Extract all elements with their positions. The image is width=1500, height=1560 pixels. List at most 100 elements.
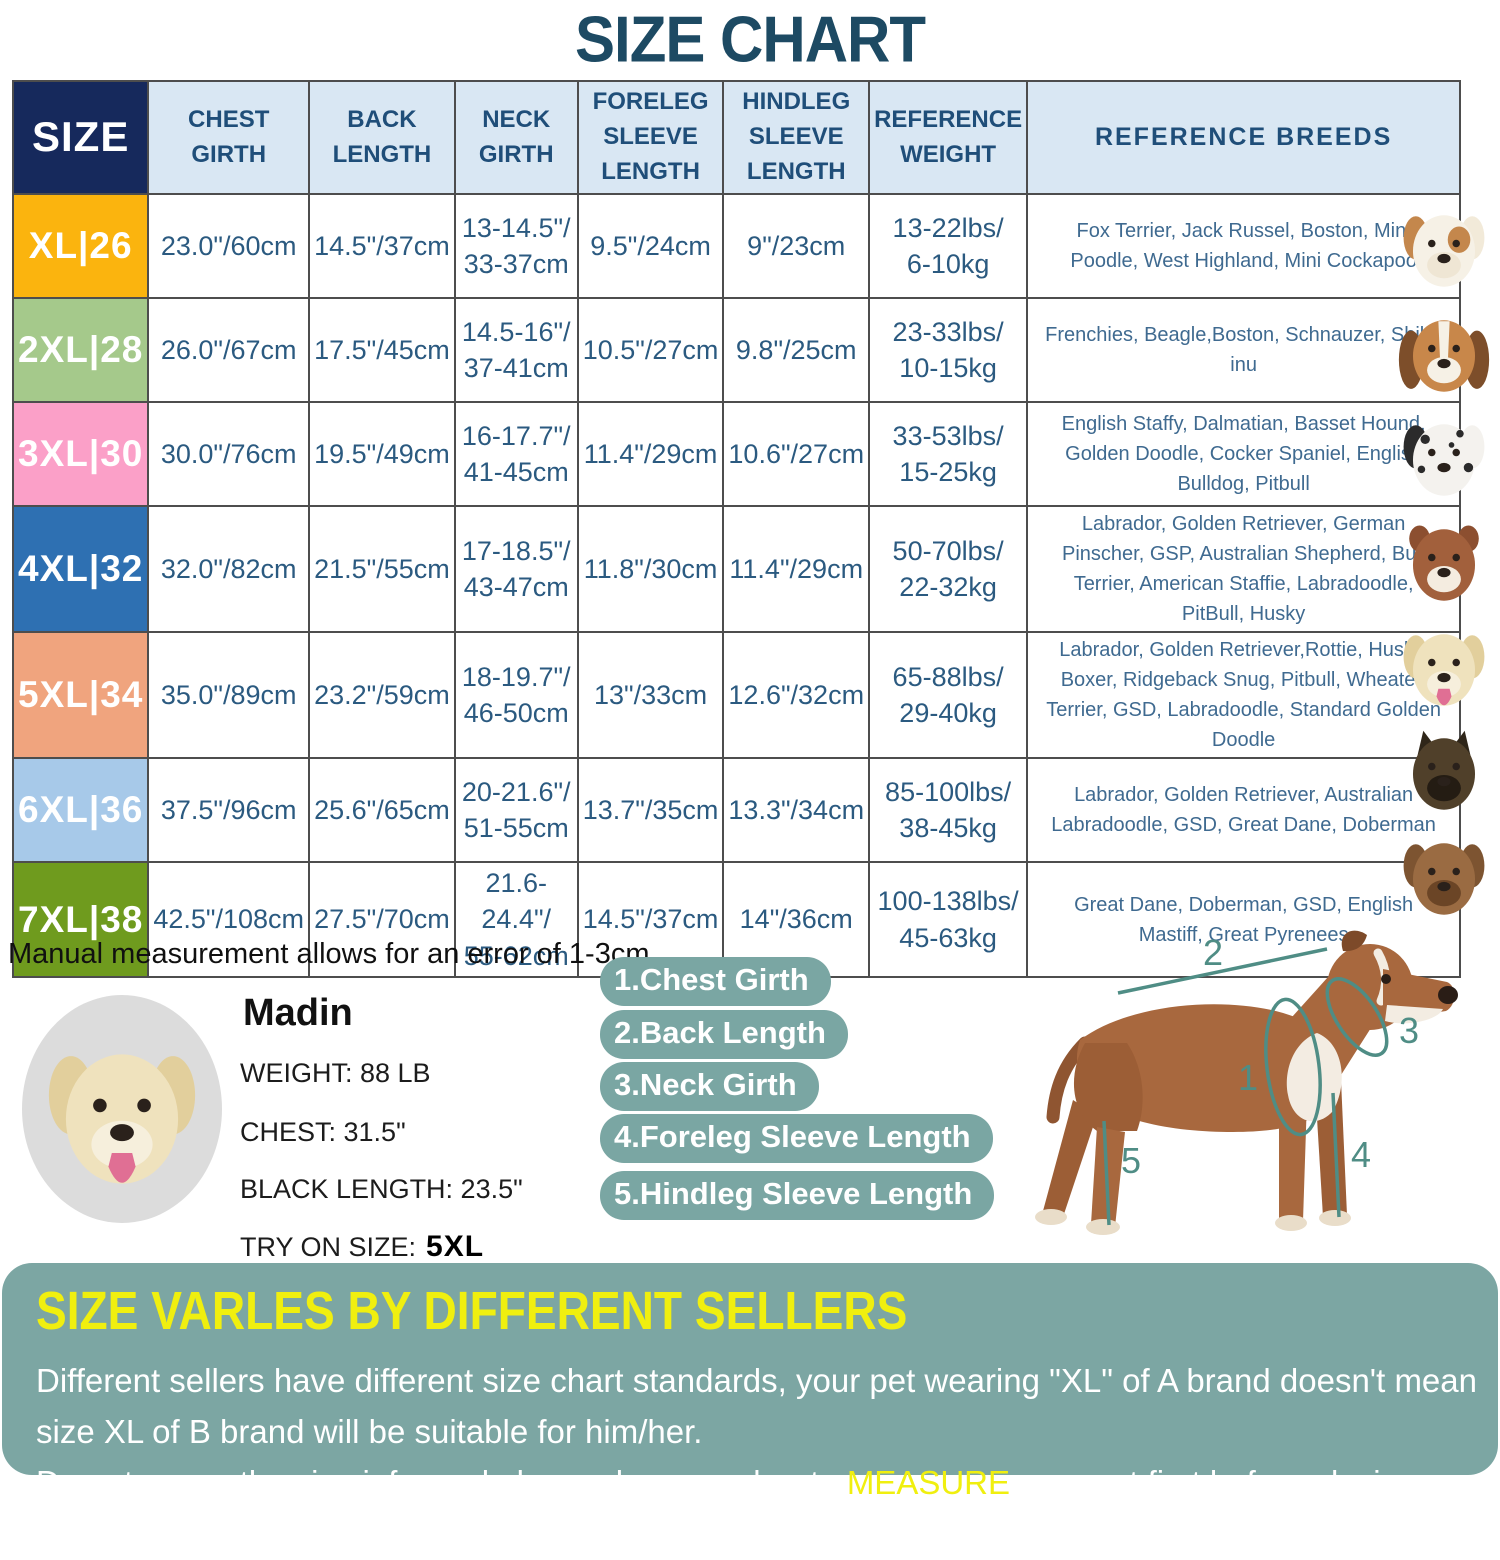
back-length-value: 17.5"/45cm (308, 297, 456, 403)
table-row: XL|26 23.0"/60cm 14.5"/37cm 13-14.5"/ 33… (11, 193, 1462, 299)
header-size: SIZE (11, 80, 150, 195)
reference-weight-value: 23-33lbs/ 10-15kg (868, 297, 1029, 403)
table-row: 6XL|36 37.5"/96cm 25.6"/65cm 20-21.6"/ 5… (11, 757, 1462, 863)
dalmatian-photo (1397, 412, 1491, 508)
fit-dog-name: Madin (243, 992, 353, 1034)
table-row: 2XL|28 26.0"/67cm 17.5"/45cm 14.5-16"/ 3… (11, 297, 1462, 403)
size-label: 3XL|30 (11, 401, 150, 507)
breed-photo-column (1394, 199, 1494, 931)
header-reference-weight: REFERENCE WEIGHT (868, 80, 1029, 195)
diagram-number-4: 4 (1351, 1134, 1371, 1175)
neck-girth-value: 20-21.6"/ 51-55cm (453, 757, 579, 863)
back-length-value: 25.6"/65cm (308, 757, 456, 863)
pitbull-photo (1397, 517, 1491, 613)
hindleg-sleeve-value: 10.6"/27cm (722, 401, 871, 507)
size-label: 5XL|34 (11, 631, 150, 759)
foreleg-sleeve-value: 13.7"/35cm (576, 757, 725, 863)
reference-weight-value: 50-70lbs/ 22-32kg (868, 505, 1029, 633)
neck-girth-value: 13-14.5"/ 33-37cm (453, 193, 579, 299)
neck-girth-value: 17-18.5"/ 43-47cm (453, 505, 579, 633)
neck-girth-value: 18-19.7"/ 46-50cm (453, 631, 579, 759)
chest-girth-value: 26.0"/67cm (147, 297, 311, 403)
madin-dog-photo (22, 995, 222, 1223)
chest-girth-value: 37.5"/96cm (147, 757, 311, 863)
banner-heading: SIZE VARLES BY DIFFERENT SELLERS (36, 1282, 908, 1342)
chest-girth-value: 23.0"/60cm (147, 193, 311, 299)
measure-label-back: 2.Back Length (600, 1010, 848, 1059)
reference-breeds-value: Labrador, Golden Retriever, German Pinsc… (1026, 505, 1462, 633)
measure-numbers: 1 2 3 4 5 (1121, 932, 1419, 1181)
measure-label-foreleg: 4.Foreleg Sleeve Length (600, 1114, 993, 1163)
reference-breeds-value: Fox Terrier, Jack Russel, Boston, Mini P… (1026, 193, 1462, 299)
banner-line-2: Do not guess the size info, and please d… (36, 1457, 1488, 1559)
chest-girth-value: 35.0"/89cm (147, 631, 311, 759)
foreleg-sleeve-value: 13"/33cm (576, 631, 725, 759)
banner-body-text: Different sellers have different size ch… (36, 1355, 1488, 1560)
size-label: 7XL|38 (11, 860, 150, 979)
header-back-length: BACK LENGTH (308, 80, 456, 195)
back-length-value: 23.2"/59cm (308, 631, 456, 759)
fit-try-on-size: TRY ON SIZE: 5XL (240, 1230, 484, 1264)
back-length-value: 27.5"/70cm (308, 860, 456, 979)
reference-weight-value: 33-53lbs/ 15-25kg (868, 401, 1029, 507)
labrador-photo (1397, 622, 1491, 718)
table-row: 4XL|32 32.0"/82cm 21.5"/55cm 17-18.5"/ 4… (11, 505, 1462, 633)
diagram-number-2: 2 (1203, 932, 1223, 973)
dog-measurement-diagram: 1 2 3 4 5 (985, 925, 1500, 1260)
measure-lines (1102, 947, 1389, 1226)
size-label: 6XL|36 (11, 757, 150, 863)
seller-notice-banner: SIZE VARLES BY DIFFERENT SELLERS Differe… (2, 1263, 1498, 1552)
table-row: 3XL|30 30.0"/76cm 19.5"/49cm 16-17.7"/ 4… (11, 401, 1462, 507)
labrador-photo (37, 1029, 207, 1209)
reference-breeds-value: Frenchies, Beagle,Boston, Schnauzer, Shi… (1026, 297, 1462, 403)
fit-chest: CHEST: 31.5" (240, 1117, 406, 1147)
back-length-value: 21.5"/55cm (308, 505, 456, 633)
diagram-number-5: 5 (1121, 1140, 1141, 1181)
measure-label-neck: 3.Neck Girth (600, 1062, 819, 1111)
reference-breeds-value: Labrador, Golden Retriever,Rottie, Husky… (1026, 631, 1462, 759)
german-shepherd-photo (1397, 726, 1491, 822)
reference-breeds-value: Labrador, Golden Retriever, Australian L… (1026, 757, 1462, 863)
dog-illustration: 1 2 3 4 5 (1035, 930, 1458, 1235)
back-length-value: 14.5"/37cm (308, 193, 456, 299)
fit-weight: WEIGHT: 88 LB (240, 1058, 431, 1088)
reference-weight-value: 85-100lbs/ 38-45kg (868, 757, 1029, 863)
table-row: 7XL|38 42.5"/108cm 27.5"/70cm 21.6-24.4"… (11, 860, 1462, 979)
header-chest-girth: CHEST GIRTH (147, 80, 311, 195)
size-label: XL|26 (11, 193, 150, 299)
try-on-size-value: 5XL (426, 1230, 485, 1263)
hindleg-sleeve-value: 12.6"/32cm (722, 631, 871, 759)
great-dane-photo (1397, 831, 1491, 927)
measurement-error-note: Manual measurement allows for an error o… (8, 938, 650, 970)
chest-girth-value: 30.0"/76cm (147, 401, 311, 507)
hindleg-sleeve-value: 9"/23cm (722, 193, 871, 299)
reference-weight-value: 65-88lbs/ 29-40kg (868, 631, 1029, 759)
reference-weight-value: 13-22lbs/ 6-10kg (868, 193, 1029, 299)
foreleg-sleeve-value: 11.4"/29cm (576, 401, 725, 507)
hindleg-sleeve-value: 9.8"/25cm (722, 297, 871, 403)
header-foreleg-sleeve: FORELEG SLEEVE LENGTH (576, 80, 725, 195)
beagle-photo (1397, 308, 1491, 404)
size-chart-table: SIZE CHEST GIRTH BACK LENGTH NECK GIRTH … (11, 80, 1462, 979)
jack-russell-photo (1397, 203, 1491, 299)
measure-label-hindleg: 5.Hindleg Sleeve Length (600, 1171, 995, 1220)
reference-weight-value: 100-138lbs/ 45-63kg (868, 860, 1029, 979)
page-title: SIZE CHART (575, 3, 926, 76)
hindleg-sleeve-value: 11.4"/29cm (722, 505, 871, 633)
banner-line2-before: Do not guess the size info, and please d… (36, 1464, 847, 1502)
foreleg-sleeve-value: 9.5"/24cm (576, 193, 725, 299)
chest-girth-value: 32.0"/82cm (147, 505, 311, 633)
chest-girth-value: 42.5"/108cm (147, 860, 311, 979)
table-header-row: SIZE CHEST GIRTH BACK LENGTH NECK GIRTH … (11, 80, 1462, 195)
neck-girth-value: 21.6-24.4"/ 55-62cm (453, 860, 579, 979)
back-length-value: 19.5"/49cm (308, 401, 456, 507)
size-label: 4XL|32 (11, 505, 150, 633)
reference-breeds-value: English Staffy, Dalmatian, Basset Hound,… (1026, 401, 1462, 507)
try-on-label: TRY ON SIZE: (240, 1232, 417, 1262)
measure-label-chest: 1.Chest Girth (600, 957, 831, 1006)
foreleg-sleeve-value: 10.5"/27cm (576, 297, 725, 403)
neck-girth-value: 14.5-16"/ 37-41cm (453, 297, 579, 403)
header-reference-breeds: REFERENCE BREEDS (1026, 80, 1462, 195)
header-neck-girth: NECK GIRTH (453, 80, 579, 195)
fit-back-length: BLACK LENGTH: 23.5" (240, 1174, 523, 1204)
